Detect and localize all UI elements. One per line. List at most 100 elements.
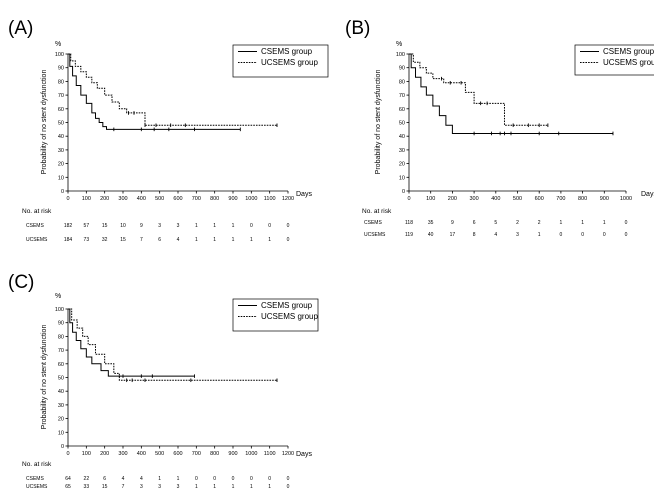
x-tick-label: 1000 (245, 451, 257, 457)
y-tick-label: 80 (58, 334, 64, 340)
y-tick-label: 40 (399, 134, 405, 140)
risk-value: 3 (158, 223, 161, 229)
risk-value: 3 (516, 232, 519, 238)
x-tick-label: 0 (66, 196, 69, 202)
legend-box (232, 298, 319, 332)
risk-value: 118 (405, 220, 413, 226)
risk-value: 1 (581, 220, 584, 226)
risk-value: 4 (177, 237, 180, 243)
x-tick-label: 800 (210, 451, 219, 457)
y-tick-label: 100 (55, 307, 64, 313)
y-tick-label: 70 (399, 93, 405, 99)
risk-value: 4 (122, 476, 125, 482)
y-tick-label: 50 (58, 376, 64, 382)
series-line-ucsems (68, 308, 277, 381)
x-tick-label: 500 (155, 196, 164, 202)
y-tick-label: 0 (402, 189, 405, 195)
risk-value: 6 (158, 237, 161, 243)
risk-value: 119 (405, 232, 413, 238)
y-tick-label: 80 (399, 79, 405, 85)
y-tick-label: 10 (58, 175, 64, 181)
risk-row-label: UCSEMS (26, 484, 48, 490)
x-tick-label: 500 (513, 196, 522, 202)
risk-value: 3 (158, 484, 161, 490)
y-tick-label: 90 (58, 321, 64, 327)
risk-value: 0 (195, 476, 198, 482)
km-panel-3: (C)% Probability of no stent dysfunction 0… (8, 272, 318, 490)
risk-value: 0 (250, 223, 253, 229)
risk-value: 9 (140, 223, 143, 229)
legend-box (232, 44, 329, 78)
legend-box (574, 44, 654, 76)
x-tick-label: 400 (491, 196, 500, 202)
y-axis-label: Probability of no stent dysfunction (41, 325, 48, 430)
risk-value: 1 (603, 220, 606, 226)
y-tick-label: 20 (58, 417, 64, 423)
risk-table-header: No. at risk (22, 461, 52, 468)
x-tick-label: 0 (66, 451, 69, 457)
risk-value: 0 (213, 476, 216, 482)
legend: CSEMS group UCSEMS group (232, 44, 329, 78)
risk-value: 33 (84, 484, 90, 490)
x-tick-label: 900 (228, 451, 237, 457)
y-tick-label: 100 (396, 52, 405, 58)
panel-label: (C) (8, 272, 34, 293)
risk-value: 3 (140, 484, 143, 490)
y-axis-label: Probability of no stent dysfunction (375, 70, 382, 175)
risk-value: 35 (428, 220, 434, 226)
risk-value: 0 (268, 476, 271, 482)
y-tick-label: 30 (399, 148, 405, 154)
risk-row-label: CSEMS (26, 223, 44, 229)
risk-value: 2 (516, 220, 519, 226)
y-tick-label: 60 (58, 107, 64, 113)
y-tick-label: 20 (58, 162, 64, 168)
risk-value: 15 (102, 484, 108, 490)
risk-value: 1 (195, 237, 198, 243)
x-tick-label: 400 (137, 196, 146, 202)
risk-value: 6 (473, 220, 476, 226)
legend-label: UCSEMS group (261, 312, 318, 321)
risk-value: 0 (625, 220, 628, 226)
y-tick-label: 0 (61, 189, 64, 195)
y-tick-label: 50 (399, 121, 405, 127)
x-tick-label: 200 (100, 451, 109, 457)
risk-value: 3 (177, 484, 180, 490)
x-tick-label: 900 (600, 196, 609, 202)
y-tick-label: 40 (58, 389, 64, 395)
risk-value: 1 (268, 484, 271, 490)
risk-value: 1 (250, 484, 253, 490)
risk-value: 17 (450, 232, 456, 238)
legend-label: CSEMS group (261, 301, 313, 310)
risk-value: 0 (232, 476, 235, 482)
risk-value: 6 (103, 476, 106, 482)
x-tick-label: 1000 (245, 196, 257, 202)
x-tick-label: 300 (118, 451, 127, 457)
y-tick-label: 10 (399, 175, 405, 181)
y-tick-label: 30 (58, 403, 64, 409)
risk-value: 1 (158, 476, 161, 482)
y-tick-label: 40 (58, 134, 64, 140)
risk-value: 182 (64, 223, 73, 229)
risk-value: 4 (140, 476, 143, 482)
risk-value: 2 (538, 220, 541, 226)
y-tick-label: 20 (399, 162, 405, 168)
risk-value: 1 (232, 484, 235, 490)
risk-value: 0 (250, 476, 253, 482)
x-tick-label: 600 (173, 451, 182, 457)
risk-value: 1 (177, 476, 180, 482)
km-panel-2: (B)% Probability of no stent dysfunction 0… (345, 18, 654, 238)
x-tick-label: 800 (210, 196, 219, 202)
x-tick-label: 1000 (620, 196, 632, 202)
risk-value: 4 (494, 232, 497, 238)
risk-value: 0 (560, 232, 563, 238)
x-tick-label: 1100 (264, 196, 276, 202)
x-tick-label: 100 (82, 451, 91, 457)
risk-value: 0 (268, 223, 271, 229)
legend-label: UCSEMS group (603, 58, 654, 67)
y-unit-label: % (55, 293, 61, 300)
risk-value: 1 (213, 484, 216, 490)
x-tick-label: 100 (426, 196, 435, 202)
x-tick-label: 1200 (282, 451, 294, 457)
x-tick-label: 100 (82, 196, 91, 202)
